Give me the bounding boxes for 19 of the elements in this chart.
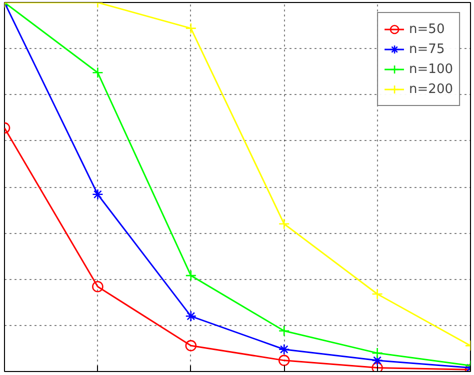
legend-label: n=50: [409, 22, 445, 36]
point: [372, 288, 383, 300]
point: [278, 354, 290, 366]
point: [185, 310, 197, 322]
point: [372, 362, 383, 372]
point: [372, 354, 383, 366]
point: [278, 344, 290, 356]
point: [372, 347, 383, 359]
point: [92, 280, 104, 292]
point: [185, 270, 197, 282]
legend-label: n=200: [409, 82, 453, 96]
point: [185, 22, 197, 34]
point: [278, 218, 290, 230]
point: [92, 66, 104, 78]
point: [278, 325, 290, 337]
legend-label: n=75: [409, 42, 445, 56]
point: [92, 188, 104, 200]
legend-label: n=100: [409, 62, 453, 76]
point: [185, 340, 197, 352]
